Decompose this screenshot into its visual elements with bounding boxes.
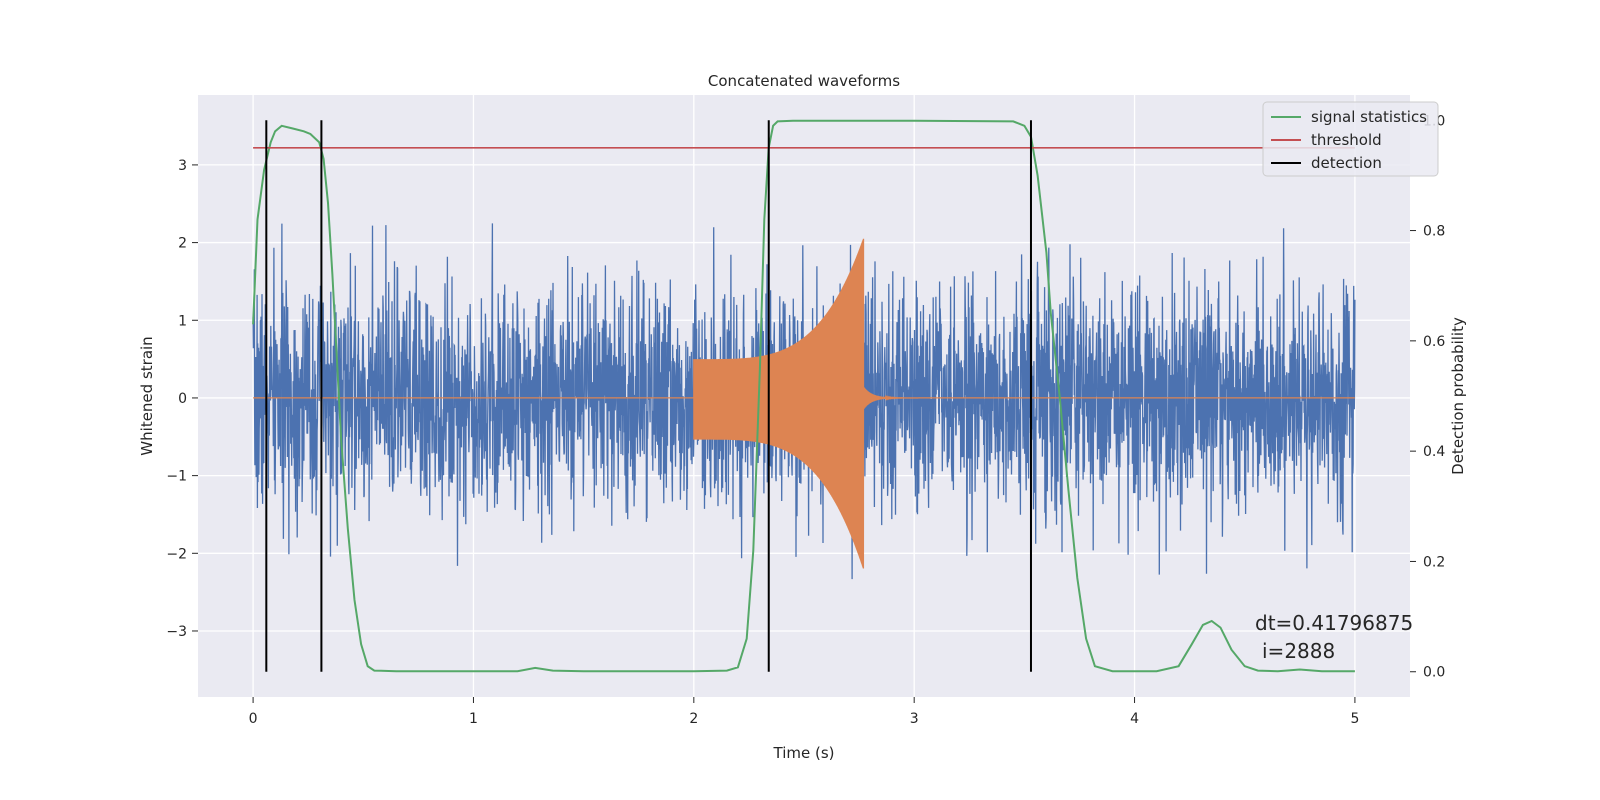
x-tick-label: 0 — [249, 711, 258, 727]
legend-label-detection: detection — [1311, 154, 1382, 172]
x-tick-label: 3 — [910, 711, 919, 727]
series-strain-noise — [252, 223, 1356, 580]
legend-label-threshold: threshold — [1311, 131, 1382, 149]
y-tick-label: −3 — [166, 624, 187, 640]
y-tick-label: −1 — [166, 469, 187, 485]
y-right-tick-label: 0.4 — [1423, 444, 1445, 460]
y-axis-label: Whitened strain — [138, 336, 156, 455]
x-axis-label: Time (s) — [773, 744, 835, 762]
y-tick-label: 2 — [178, 236, 187, 252]
data-layer — [252, 223, 1356, 580]
y-tick-label: 1 — [178, 313, 187, 329]
legend-box — [1262, 101, 1439, 177]
y-right-tick-label: 0.6 — [1423, 334, 1445, 350]
overlay-layer — [252, 119, 1355, 673]
y-right-tick-label: 0.2 — [1423, 554, 1445, 570]
series-signal-statistics — [252, 119, 1355, 673]
x-tick-label: 2 — [689, 711, 698, 727]
annotation-i: i=2888 — [1262, 639, 1335, 663]
y-axis-right-label: Detection probability — [1449, 317, 1467, 475]
series-strain-chirp — [253, 238, 1355, 569]
x-tick-label: 4 — [1130, 711, 1139, 727]
legend: signal statistics threshold detection — [1262, 101, 1439, 177]
annotation-dt: dt=0.41796875 — [1255, 611, 1413, 635]
y-right-tick-label: 0.8 — [1423, 224, 1445, 240]
x-tick-label: 5 — [1350, 711, 1359, 727]
chart-title: Concatenated waveforms — [708, 72, 900, 90]
y-tick-label: −2 — [166, 546, 187, 562]
legend-label-signal-statistics: signal statistics — [1311, 108, 1427, 126]
y-right-tick-label: 0.0 — [1423, 665, 1445, 681]
x-tick-label: 1 — [469, 711, 478, 727]
y-tick-label: 3 — [178, 158, 187, 174]
y-tick-label: 0 — [178, 391, 187, 407]
